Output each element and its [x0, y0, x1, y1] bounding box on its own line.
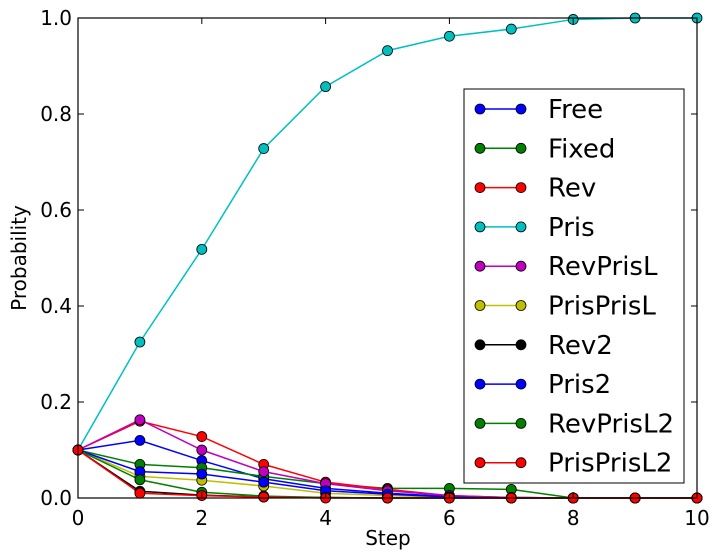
legend-marker-right-7: [515, 378, 527, 390]
series-point-8-1: [134, 474, 146, 486]
x-tick-label-2: 4: [319, 506, 332, 530]
legend-marker-right-1: [515, 142, 527, 154]
legend-marker-left-1: [474, 142, 486, 154]
x-tick-label-1: 2: [195, 506, 208, 530]
legend-label-4: RevPrisL: [548, 252, 658, 282]
legend-label-7: Pris2: [548, 370, 611, 400]
y-tick-label-1: 0.2: [40, 390, 72, 414]
y-tick-label-2: 0.4: [40, 294, 72, 318]
axes-frame: [77, 17, 698, 499]
legend-label-8: RevPrisL2: [548, 409, 674, 439]
legend-label-9: PrisPrisL2: [548, 449, 672, 479]
series-point-9-1: [134, 487, 146, 499]
legend-label-5: PrisPrisL: [548, 292, 656, 322]
legend-marker-left-8: [474, 417, 486, 429]
series-point-3-1: [134, 336, 146, 348]
legend-marker-left-4: [474, 260, 486, 272]
series-point-4-3: [258, 466, 270, 478]
legend-marker-left-3: [474, 221, 486, 233]
series-point-7-2: [196, 468, 208, 480]
legend-marker-right-8: [515, 417, 527, 429]
series-point-4-2: [196, 444, 208, 456]
legend-marker-left-9: [474, 457, 486, 469]
series-point-3-4: [320, 81, 332, 93]
legend-label-1: Fixed: [548, 134, 615, 164]
x-tick-label-3: 6: [443, 506, 456, 530]
series-point-3-5: [382, 45, 393, 57]
legend-marker-right-9: [515, 457, 527, 469]
legend-marker-left-2: [474, 182, 486, 194]
series-point-2-2: [196, 431, 208, 442]
y-tick-label-4: 0.8: [40, 102, 72, 126]
series-point-3-2: [196, 243, 208, 255]
y-tick-label-0: 0.0: [40, 486, 72, 510]
series-point-0-1: [134, 434, 146, 446]
legend-label-0: Free: [548, 95, 603, 125]
axes: 0 2 4 6 8 10 0.0 0.2 0.4 0.6 0.8 1.0: [40, 6, 710, 530]
series-point-7-3: [258, 476, 270, 488]
legend-marker-left-5: [474, 300, 486, 311]
legend-label-2: Rev: [548, 174, 596, 204]
legend-label-6: Rev2: [548, 331, 613, 361]
legend: Free Fixed Rev Pris RevPrisL PrisPrisL Rev2 Pri…: [463, 88, 685, 484]
x-tick-label-0: 0: [72, 506, 85, 530]
series-point-3-3: [258, 143, 270, 154]
legend-marker-right-2: [515, 182, 527, 194]
y-tick-label-5: 1.0: [40, 6, 72, 30]
x-tick-label-5: 10: [684, 506, 709, 530]
legend-marker-left-7: [474, 378, 486, 390]
legend-marker-left-0: [474, 103, 486, 115]
series-point-9-3: [258, 491, 270, 503]
series-point-3-6: [443, 30, 455, 42]
legend-marker-right-3: [515, 221, 527, 233]
legend-marker-left-6: [474, 339, 486, 351]
legend-marker-right-4: [515, 260, 527, 272]
y-axis-label: Probability: [7, 205, 31, 311]
series-point-3-7: [505, 23, 517, 35]
legend-label-3: Pris: [548, 213, 595, 243]
legend-marker-right-0: [515, 103, 527, 115]
x-axis-label: Step: [365, 526, 411, 550]
y-tick-label-3: 0.6: [40, 198, 72, 222]
x-tick-label-4: 8: [567, 506, 580, 530]
legend-marker-right-5: [515, 300, 527, 311]
legend-box: [463, 88, 685, 484]
series-point-4-1: [134, 414, 146, 426]
legend-marker-right-6: [515, 339, 527, 351]
